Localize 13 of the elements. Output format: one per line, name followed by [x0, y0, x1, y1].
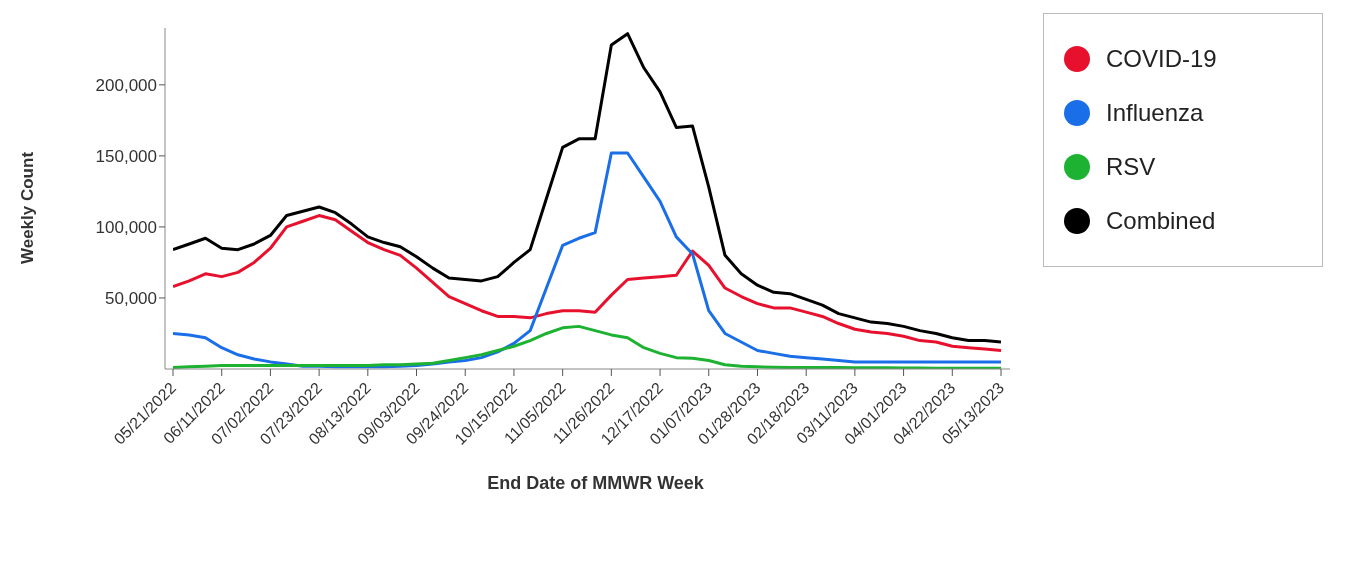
y-tick-label: 150,000	[95, 146, 157, 166]
y-tick-label: 50,000	[105, 288, 157, 308]
x-axis-title: End Date of MMWR Week	[486, 473, 705, 494]
y-axis-title: Weekly Count	[18, 150, 38, 267]
legend-label: Combined	[1106, 207, 1216, 235]
line-series	[173, 324, 1001, 369]
y-tick-label: 100,000	[95, 217, 157, 237]
line-series	[173, 214, 1001, 353]
legend-label: Influenza	[1106, 99, 1204, 127]
legend-label: RSV	[1106, 153, 1156, 181]
legend-label: COVID-19	[1106, 45, 1217, 73]
y-tick-label: 200,000	[95, 75, 157, 95]
line-series	[173, 32, 1001, 344]
